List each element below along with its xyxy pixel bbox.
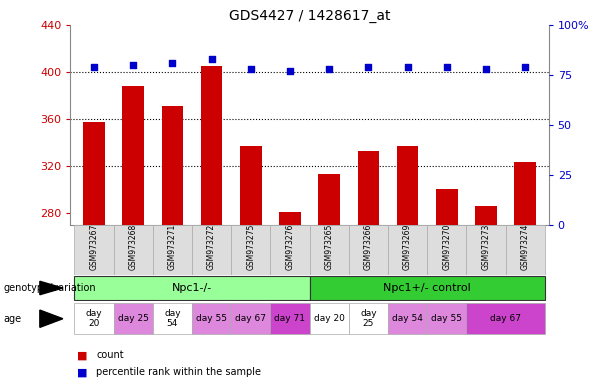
Bar: [318, 174, 340, 225]
Bar: [279, 212, 301, 225]
Bar: [427, 225, 466, 275]
Bar: [466, 303, 545, 334]
Text: ■: ■: [77, 350, 87, 360]
Point: [481, 66, 491, 72]
Bar: [506, 225, 545, 275]
Bar: [270, 225, 310, 275]
Bar: [388, 225, 427, 275]
Text: genotype/variation: genotype/variation: [3, 283, 96, 293]
Point: [324, 66, 334, 72]
Text: GSM973276: GSM973276: [286, 224, 294, 270]
Point: [364, 64, 373, 70]
Text: day
54: day 54: [164, 309, 181, 328]
Bar: [113, 303, 153, 334]
Text: age: age: [3, 314, 21, 324]
Title: GDS4427 / 1428617_at: GDS4427 / 1428617_at: [229, 8, 390, 23]
Text: day 55: day 55: [431, 314, 462, 323]
Text: GSM973271: GSM973271: [168, 224, 177, 270]
Bar: [270, 303, 310, 334]
Point: [128, 62, 138, 68]
Point: [442, 64, 452, 70]
Bar: [436, 189, 457, 225]
Text: GSM973273: GSM973273: [481, 224, 490, 270]
Bar: [192, 303, 231, 334]
Bar: [310, 276, 545, 300]
Point: [246, 66, 256, 72]
Text: Npc1+/- control: Npc1+/- control: [383, 283, 471, 293]
Point: [520, 64, 530, 70]
Text: GSM973272: GSM973272: [207, 224, 216, 270]
Bar: [74, 276, 310, 300]
Bar: [388, 303, 427, 334]
Text: day 55: day 55: [196, 314, 227, 323]
Text: GSM973267: GSM973267: [89, 224, 99, 270]
Bar: [231, 303, 270, 334]
Bar: [349, 303, 388, 334]
Text: day 25: day 25: [118, 314, 148, 323]
Polygon shape: [40, 281, 63, 295]
Text: GSM973275: GSM973275: [246, 224, 255, 270]
Bar: [192, 225, 231, 275]
Text: day
25: day 25: [360, 309, 376, 328]
Bar: [240, 146, 262, 225]
Text: day 67: day 67: [235, 314, 266, 323]
Text: Npc1-/-: Npc1-/-: [172, 283, 212, 293]
Bar: [231, 225, 270, 275]
Text: GSM973270: GSM973270: [442, 224, 451, 270]
Bar: [74, 225, 113, 275]
Bar: [310, 303, 349, 334]
Bar: [514, 162, 536, 225]
Text: count: count: [96, 350, 124, 360]
Point: [285, 68, 295, 74]
Bar: [153, 303, 192, 334]
Bar: [357, 151, 379, 225]
Bar: [74, 303, 113, 334]
Text: GSM973268: GSM973268: [129, 224, 138, 270]
Text: day 20: day 20: [314, 314, 345, 323]
Bar: [113, 225, 153, 275]
Text: GSM973266: GSM973266: [364, 224, 373, 270]
Text: percentile rank within the sample: percentile rank within the sample: [96, 367, 261, 377]
Point: [167, 60, 177, 66]
Bar: [153, 225, 192, 275]
Text: day 54: day 54: [392, 314, 423, 323]
Text: day 71: day 71: [275, 314, 305, 323]
Bar: [427, 303, 466, 334]
Bar: [466, 225, 506, 275]
Polygon shape: [40, 310, 63, 327]
Text: GSM973265: GSM973265: [325, 224, 333, 270]
Point: [403, 64, 413, 70]
Text: GSM973274: GSM973274: [520, 224, 530, 270]
Bar: [310, 225, 349, 275]
Text: ■: ■: [77, 367, 87, 377]
Bar: [123, 86, 144, 225]
Bar: [397, 146, 418, 225]
Bar: [201, 66, 223, 225]
Text: day
20: day 20: [86, 309, 102, 328]
Bar: [349, 225, 388, 275]
Point: [89, 64, 99, 70]
Text: GSM973269: GSM973269: [403, 224, 412, 270]
Text: day 67: day 67: [490, 314, 521, 323]
Point: [207, 56, 216, 62]
Bar: [475, 206, 497, 225]
Bar: [83, 122, 105, 225]
Bar: [162, 106, 183, 225]
